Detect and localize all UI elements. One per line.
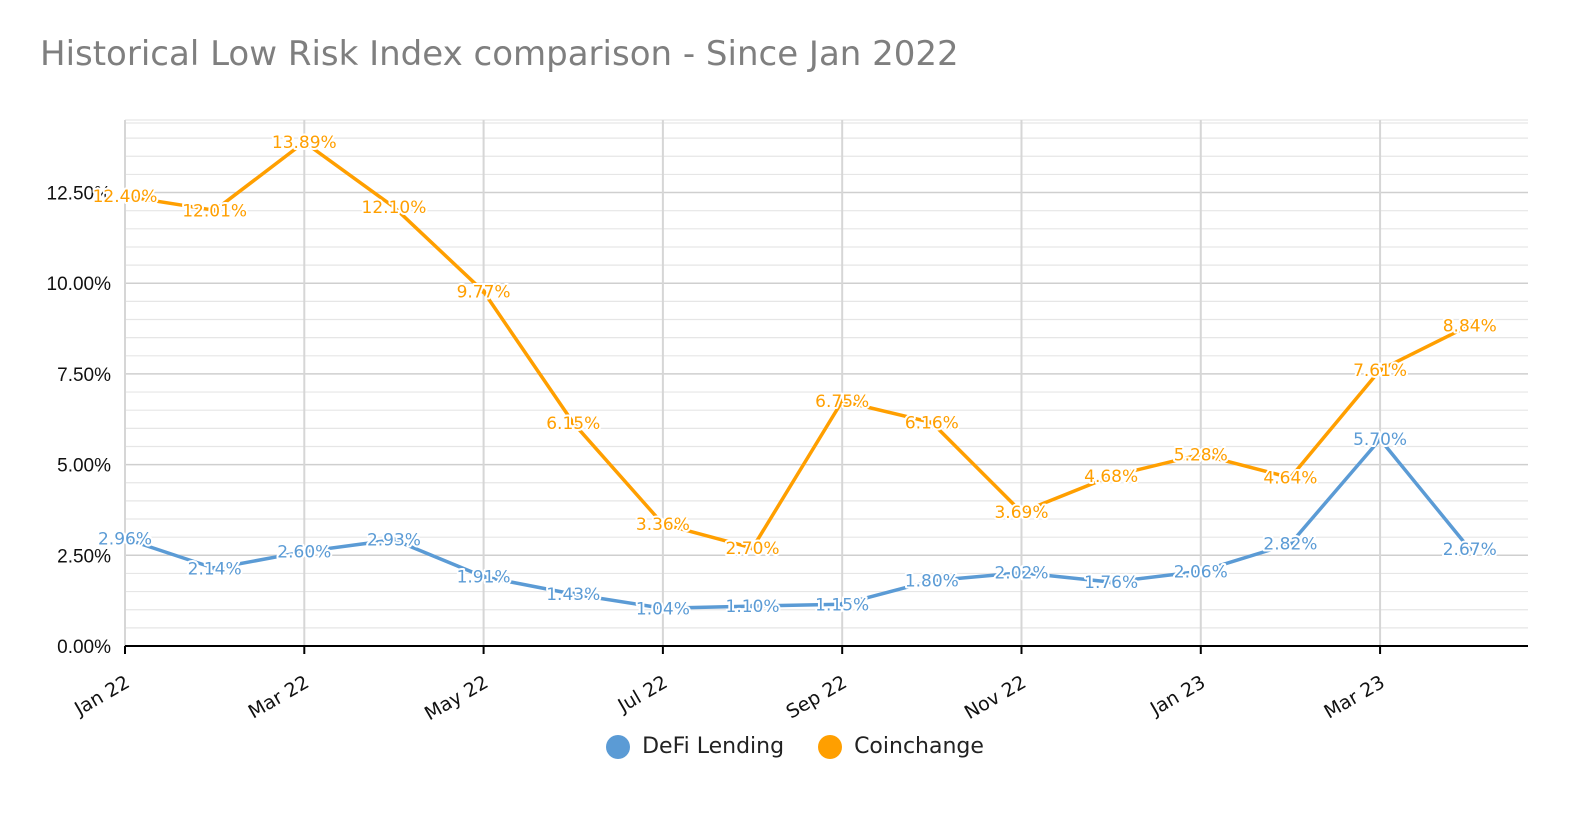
data-label-defi-lending: 1.15% — [815, 595, 869, 615]
data-point-defi-lending — [839, 601, 845, 607]
data-point-coinchange — [929, 420, 935, 426]
y-tick-label: 12.50% — [47, 184, 112, 205]
data-label-defi-lending: 2.93% — [367, 531, 421, 551]
data-label-defi-lending: 1.43% — [546, 585, 600, 605]
data-point-coinchange — [1467, 322, 1473, 328]
series-line-defi-lending — [123, 437, 1472, 611]
data-point-defi-lending — [1198, 568, 1204, 574]
data-label-coinchange: 12.40% — [93, 187, 158, 207]
data-point-coinchange — [839, 398, 845, 404]
data-point-coinchange — [1287, 475, 1293, 481]
legend-label-defi-lending: DeFi Lending — [642, 734, 785, 759]
x-tick-label: Nov 22 — [961, 671, 1030, 724]
y-tick-label: 5.00% — [57, 456, 111, 477]
legend-item-coinchange[interactable]: Coinchange — [818, 734, 984, 759]
data-point-coinchange — [1018, 509, 1024, 515]
data-point-coinchange — [1108, 473, 1114, 479]
data-label-defi-lending: 2.82% — [1263, 535, 1317, 555]
data-label-defi-lending: 1.04% — [636, 599, 690, 619]
data-point-defi-lending — [301, 549, 307, 555]
data-label-defi-lending: 1.10% — [726, 597, 780, 617]
data-label-defi-lending: 2.67% — [1443, 540, 1497, 560]
data-label-coinchange: 3.36% — [636, 515, 690, 535]
x-tick-label: May 22 — [421, 671, 492, 725]
legend-label-coinchange: Coinchange — [854, 734, 984, 759]
y-tick-label: 10.00% — [47, 274, 112, 295]
data-label-defi-lending: 2.14% — [188, 559, 242, 579]
data-point-coinchange — [391, 204, 397, 210]
data-label-defi-lending: 5.70% — [1353, 430, 1407, 450]
data-label-defi-lending: 2.02% — [994, 564, 1048, 584]
data-label-coinchange: 8.84% — [1443, 316, 1497, 336]
data-point-defi-lending — [212, 565, 218, 571]
data-point-defi-lending — [1108, 579, 1114, 585]
data-label-coinchange: 2.70% — [726, 539, 780, 559]
x-tick-label: Mar 22 — [245, 671, 313, 723]
data-label-coinchange: 3.69% — [994, 503, 1048, 523]
data-label-defi-lending: 1.91% — [457, 568, 511, 588]
x-tick-label: Mar 23 — [1320, 671, 1388, 723]
y-tick-label: 7.50% — [57, 365, 111, 386]
data-label-defi-lending: 2.06% — [1174, 562, 1228, 582]
data-point-defi-lending — [1287, 541, 1293, 547]
data-point-defi-lending — [570, 591, 576, 597]
data-label-defi-lending: 2.60% — [277, 543, 331, 563]
data-point-defi-lending — [1467, 546, 1473, 552]
data-label-coinchange: 9.77% — [457, 283, 511, 303]
y-tick-label: 2.50% — [57, 546, 111, 567]
data-point-defi-lending — [481, 574, 487, 580]
data-point-defi-lending — [929, 578, 935, 584]
data-point-coinchange — [122, 193, 128, 199]
data-point-coinchange — [212, 207, 218, 213]
x-tick-label: Sep 22 — [783, 671, 851, 723]
data-point-coinchange — [1198, 451, 1204, 457]
series-line-coinchange — [123, 140, 1472, 550]
x-tick-label: Jan 22 — [70, 671, 133, 720]
data-label-coinchange: 7.61% — [1353, 361, 1407, 381]
data-label-coinchange: 6.15% — [546, 414, 600, 434]
data-label-coinchange: 6.75% — [815, 392, 869, 412]
data-point-defi-lending — [391, 537, 397, 543]
legend-item-defi-lending[interactable]: DeFi Lending — [606, 734, 784, 759]
data-point-defi-lending — [122, 536, 128, 542]
data-label-coinchange: 6.16% — [905, 414, 959, 434]
data-label-coinchange: 12.01% — [182, 201, 247, 221]
data-point-coinchange — [570, 420, 576, 426]
x-tick-label: Jan 23 — [1146, 671, 1209, 720]
data-point-coinchange — [481, 289, 487, 295]
data-point-coinchange — [660, 521, 666, 527]
y-tick-label: 0.00% — [57, 637, 111, 658]
data-point-coinchange — [750, 545, 756, 551]
data-point-defi-lending — [1377, 436, 1383, 442]
data-label-coinchange: 12.10% — [362, 198, 427, 218]
x-tick-label: Jul 22 — [614, 671, 672, 717]
data-point-coinchange — [301, 139, 307, 145]
data-label-coinchange: 4.68% — [1084, 467, 1138, 487]
chart-title: Historical Low Risk Index comparison - S… — [40, 34, 959, 74]
legend-swatch-defi-lending — [606, 734, 631, 759]
legend: DeFi Lending Coinchange — [0, 734, 1590, 759]
data-label-defi-lending: 1.76% — [1084, 573, 1138, 593]
data-point-defi-lending — [750, 603, 756, 609]
data-label-defi-lending: 1.80% — [905, 572, 959, 592]
data-label-defi-lending: 2.96% — [98, 530, 152, 550]
data-label-coinchange: 4.64% — [1263, 469, 1317, 489]
data-point-defi-lending — [660, 605, 666, 611]
legend-swatch-coinchange — [818, 734, 843, 759]
data-label-coinchange: 13.89% — [272, 133, 337, 153]
data-label-coinchange: 5.28% — [1174, 445, 1228, 465]
data-point-defi-lending — [1018, 570, 1024, 576]
data-point-coinchange — [1377, 367, 1383, 373]
